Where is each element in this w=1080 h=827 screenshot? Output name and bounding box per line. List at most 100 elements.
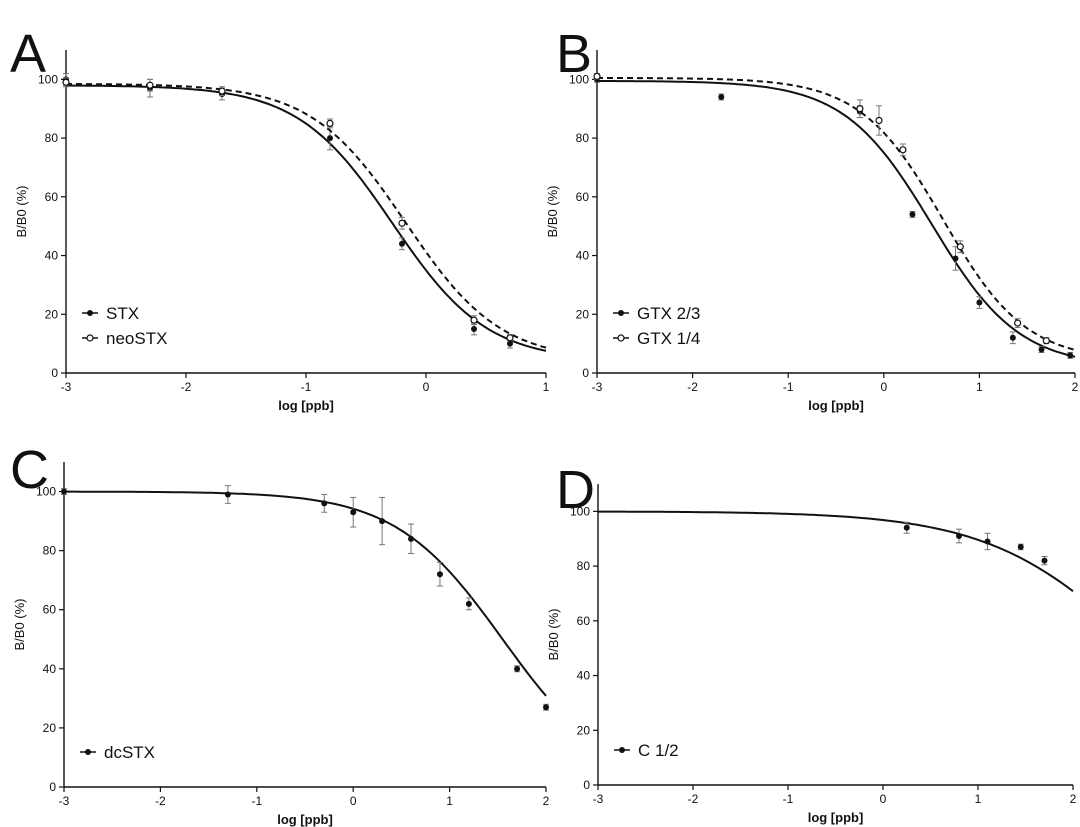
x-tick-label: -3 xyxy=(593,792,604,806)
data-point xyxy=(899,146,907,154)
data-point xyxy=(1014,319,1022,327)
data-point xyxy=(909,211,916,218)
data-point xyxy=(399,240,405,247)
x-tick-label: 2 xyxy=(1070,792,1077,806)
y-tick-label: 60 xyxy=(45,190,59,204)
legend-label: C 1/2 xyxy=(638,741,679,760)
panel-letter: B xyxy=(556,24,592,84)
x-axis-title: log [ppb] xyxy=(808,810,864,825)
y-tick-label: 40 xyxy=(43,662,57,676)
data-point xyxy=(321,500,328,507)
data-point xyxy=(146,81,154,89)
x-tick-label: -2 xyxy=(688,792,699,806)
y-tick-label: 100 xyxy=(570,504,590,518)
y-tick-label: 60 xyxy=(43,603,57,617)
data-point xyxy=(398,219,406,227)
data-point xyxy=(436,571,443,578)
legend-entry: GTX 2/3 xyxy=(613,304,700,323)
data-point xyxy=(1038,346,1045,353)
x-tick-label: -2 xyxy=(687,380,698,394)
x-tick-label: 1 xyxy=(543,380,550,394)
x-tick-label: -1 xyxy=(783,380,794,394)
y-tick-label: 20 xyxy=(45,307,59,321)
series-dcstx xyxy=(61,485,549,711)
x-tick-label: -1 xyxy=(251,794,262,808)
fit-curve xyxy=(597,80,1076,358)
legend-label: GTX 2/3 xyxy=(637,304,700,323)
data-point xyxy=(856,105,864,113)
fit-curve xyxy=(597,77,1076,351)
data-point xyxy=(1041,557,1048,564)
x-tick-label: 0 xyxy=(423,380,430,394)
y-tick-label: 0 xyxy=(51,366,58,380)
data-point xyxy=(326,119,334,128)
data-point xyxy=(875,116,883,125)
legend-entry: dcSTX xyxy=(80,743,155,762)
data-point xyxy=(1042,337,1050,345)
x-tick-label: 2 xyxy=(1072,380,1079,394)
data-point xyxy=(903,524,910,531)
data-point xyxy=(507,340,513,347)
data-point xyxy=(465,600,472,607)
legend-marker xyxy=(619,747,625,753)
x-axis-title: log [ppb] xyxy=(277,812,333,827)
legend-entry: neoSTX xyxy=(82,329,167,348)
panel-letter: D xyxy=(556,460,595,520)
data-point xyxy=(543,704,549,711)
data-point xyxy=(1067,352,1074,359)
y-tick-label: 20 xyxy=(43,721,57,735)
legend-marker xyxy=(618,310,624,316)
data-point xyxy=(593,72,601,81)
x-axis-title: log [ppb] xyxy=(808,398,864,413)
x-tick-label: -1 xyxy=(783,792,794,806)
y-tick-label: 80 xyxy=(577,559,591,573)
y-tick-label: 80 xyxy=(576,131,590,145)
x-tick-label: 2 xyxy=(543,794,550,808)
fit-curve xyxy=(64,490,547,697)
data-point xyxy=(61,488,67,495)
y-tick-label: 100 xyxy=(38,72,58,86)
legend-entry: STX xyxy=(82,304,139,323)
fit-curve xyxy=(66,84,547,352)
y-tick-label: 80 xyxy=(43,544,57,558)
y-tick-label: 60 xyxy=(577,614,591,628)
series-neostx xyxy=(62,77,547,349)
data-point xyxy=(470,316,478,324)
x-tick-label: 0 xyxy=(880,380,887,394)
legend-label: dcSTX xyxy=(104,743,155,762)
panel-b: B 0 20 40 60 80 100 -3 -2 -1 0 1 2 log [ppb] B/B0 (%) G… xyxy=(545,24,1079,413)
y-tick-label: 40 xyxy=(45,249,59,263)
x-tick-label: 1 xyxy=(975,792,982,806)
y-tick-label: 80 xyxy=(45,131,59,145)
data-point xyxy=(218,87,226,95)
legend-entry: C 1/2 xyxy=(614,741,679,760)
y-tick-label: 0 xyxy=(583,778,590,792)
x-tick-label: -2 xyxy=(181,380,192,394)
data-point xyxy=(408,535,415,542)
y-axis-title: B/B0 (%) xyxy=(12,598,27,650)
data-point xyxy=(62,78,70,86)
data-point xyxy=(379,518,386,525)
legend-marker xyxy=(617,334,625,342)
y-tick-label: 100 xyxy=(569,72,589,86)
series-c-1-2 xyxy=(598,510,1074,593)
x-tick-label: 0 xyxy=(350,794,357,808)
x-tick-label: -3 xyxy=(61,380,72,394)
panel-d: D 0 20 40 60 80 100 -3 -2 -1 0 1 2 log [ppb] B/B0 (%) C… xyxy=(546,460,1077,825)
legend-entry: GTX 1/4 xyxy=(613,329,700,348)
data-point xyxy=(327,135,333,142)
y-tick-label: 20 xyxy=(577,723,591,737)
y-tick-label: 20 xyxy=(576,307,590,321)
x-tick-label: 1 xyxy=(446,794,453,808)
x-axis-title: log [ppb] xyxy=(278,398,334,413)
data-point xyxy=(984,538,991,545)
legend-marker xyxy=(86,334,94,342)
x-tick-label: -3 xyxy=(59,794,70,808)
y-tick-label: 40 xyxy=(577,669,591,683)
data-point xyxy=(956,532,962,539)
x-tick-label: -1 xyxy=(301,380,312,394)
panel-a: A 0 20 40 60 80 100 -3 -2 -1 0 1 log [ppb] B/B0 (%) ST… xyxy=(10,24,550,413)
data-point xyxy=(506,334,514,342)
legend-label: GTX 1/4 xyxy=(637,329,700,348)
